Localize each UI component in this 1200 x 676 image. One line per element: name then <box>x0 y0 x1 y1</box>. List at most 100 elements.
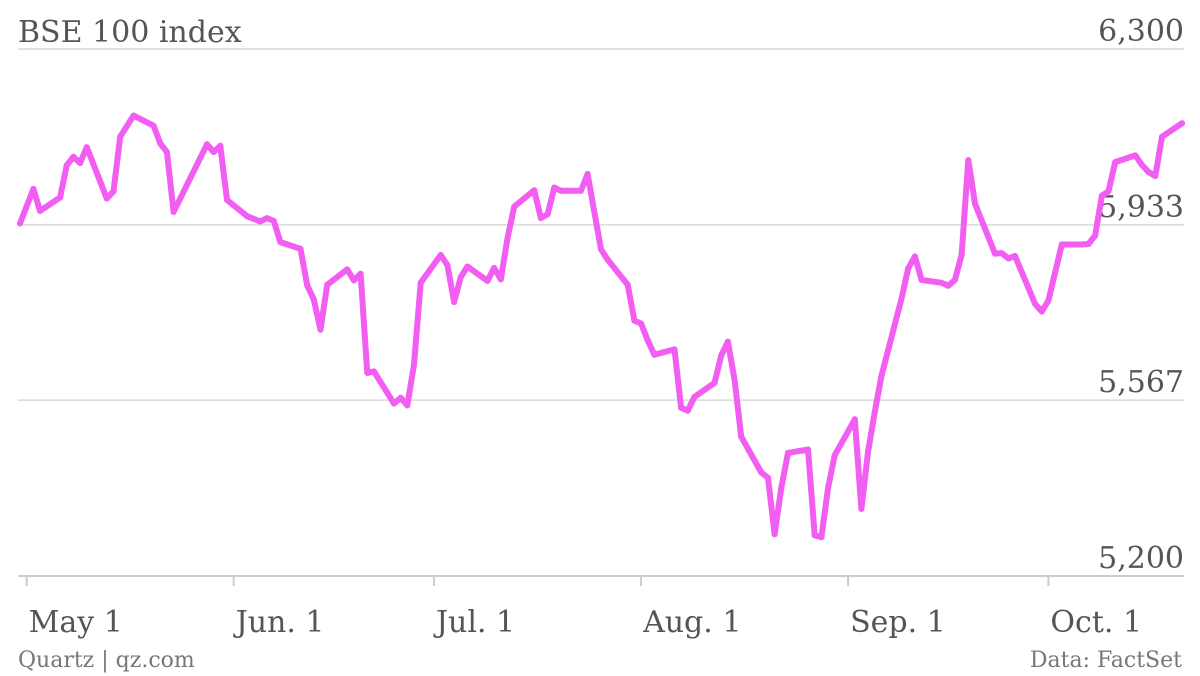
data-point <box>417 279 424 286</box>
data-point <box>257 218 264 225</box>
data-point <box>878 372 885 379</box>
data-point <box>765 474 771 481</box>
data-point <box>731 377 738 384</box>
data-point <box>825 484 832 491</box>
series-line <box>17 112 1185 541</box>
data-point <box>858 505 865 512</box>
data-point <box>357 270 364 277</box>
data-point <box>244 213 251 220</box>
data-point <box>1145 169 1152 176</box>
x-tick-label: Sep. 1 <box>850 605 946 640</box>
data-point <box>758 469 765 476</box>
data-point <box>851 416 858 423</box>
data-point <box>531 187 538 194</box>
data-source: Data: FactSet <box>1030 648 1182 673</box>
data-point <box>1152 173 1159 179</box>
data-point <box>1159 133 1165 140</box>
data-point <box>678 404 685 411</box>
source-credit: Quartz | qz.com <box>18 648 195 673</box>
data-point <box>1005 255 1012 262</box>
y-axis-ticks: 6,300 5,933 5,567 5,200 <box>1098 14 1184 576</box>
x-tick-label: Aug. 1 <box>642 605 741 640</box>
data-point <box>324 281 331 288</box>
x-tick-label: Jun. 1 <box>233 605 325 640</box>
data-point <box>898 295 905 302</box>
data-point <box>204 141 210 148</box>
data-point <box>217 142 224 149</box>
data-point <box>484 277 491 284</box>
data-point <box>103 195 110 202</box>
data-point <box>624 281 631 288</box>
data-point <box>544 211 551 218</box>
data-point <box>1078 241 1085 248</box>
data-point <box>598 246 604 253</box>
data-point <box>117 133 124 140</box>
data-point <box>1012 253 1018 259</box>
data-point <box>945 282 952 289</box>
data-point <box>684 407 691 414</box>
data-point <box>370 368 377 375</box>
data-point <box>297 245 304 252</box>
data-point <box>364 369 371 376</box>
data-point <box>130 112 137 119</box>
data-point <box>1085 241 1092 247</box>
data-point <box>210 149 217 155</box>
data-point <box>591 208 598 215</box>
data-point <box>578 187 584 194</box>
data-point <box>397 394 404 401</box>
data-point <box>310 296 317 303</box>
data-point <box>437 252 444 258</box>
data-point <box>818 534 825 541</box>
data-point <box>1132 152 1139 159</box>
data-point <box>711 379 718 386</box>
data-point <box>691 393 698 400</box>
data-point <box>511 203 518 210</box>
data-point <box>404 402 411 409</box>
data-point <box>1112 159 1119 166</box>
data-point <box>811 532 818 539</box>
data-point <box>604 256 611 263</box>
data-point <box>871 408 878 415</box>
data-point <box>1138 161 1145 168</box>
data-point <box>163 149 170 155</box>
data-point <box>718 352 725 359</box>
data-point <box>1038 308 1045 315</box>
data-point <box>972 200 978 207</box>
data-point <box>464 263 471 270</box>
data-point <box>671 346 678 353</box>
data-point <box>504 235 511 242</box>
data-point <box>785 449 791 456</box>
series-layer <box>17 112 1185 541</box>
data-point <box>724 338 731 345</box>
data-point <box>911 253 918 260</box>
data-point <box>738 433 745 440</box>
x-tick-label: May 1 <box>29 605 123 640</box>
data-point <box>77 160 84 166</box>
x-tick-label: Oct. 1 <box>1050 605 1142 640</box>
data-point <box>1098 192 1105 199</box>
data-point <box>317 326 324 333</box>
data-point <box>451 299 458 305</box>
data-point <box>938 279 945 286</box>
data-point <box>83 144 90 151</box>
data-point <box>1058 241 1065 248</box>
data-point <box>350 277 357 284</box>
data-point <box>537 215 544 222</box>
y-tick-label: 5,567 <box>1098 365 1184 400</box>
data-point <box>1092 232 1099 239</box>
data-point <box>224 196 230 203</box>
data-point <box>150 122 157 129</box>
data-point <box>270 218 277 224</box>
data-point <box>1105 188 1112 195</box>
data-point <box>771 531 778 538</box>
data-point <box>457 274 464 280</box>
data-point <box>805 446 811 453</box>
data-point <box>17 220 23 227</box>
data-point <box>277 239 284 246</box>
data-point <box>491 264 498 271</box>
data-point <box>497 276 504 283</box>
gridlines <box>18 48 1184 577</box>
data-point <box>998 250 1005 257</box>
data-point <box>30 185 37 192</box>
